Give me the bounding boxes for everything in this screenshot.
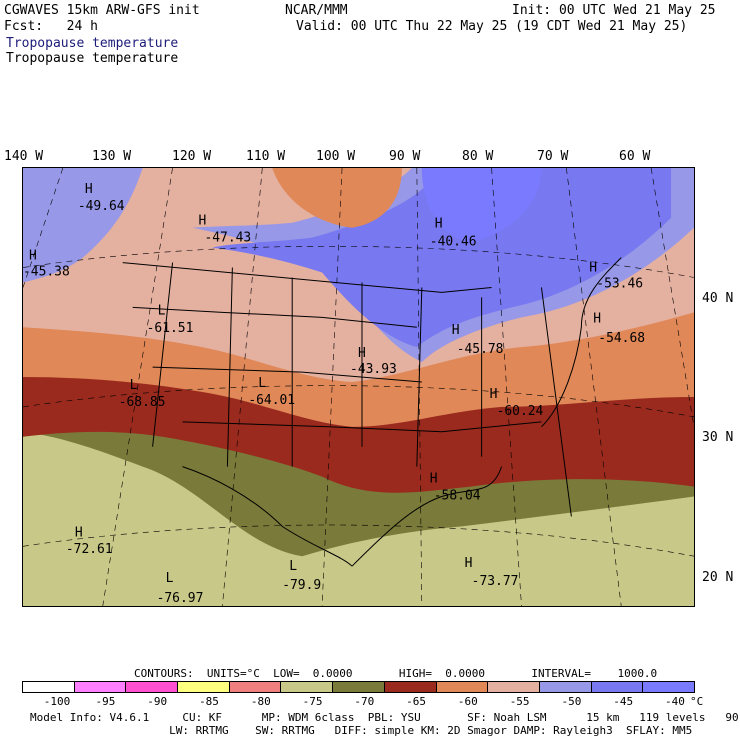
colorbar-tick-label: -65	[406, 695, 427, 708]
field-title: Tropopause temperature	[6, 51, 179, 66]
colorbar-swatch	[436, 682, 489, 692]
colorbar-tick-label: -55	[509, 695, 530, 708]
lon-label: 110 W	[246, 149, 286, 164]
center-letter: L	[166, 571, 174, 586]
temperature-map: H -49.64 H -47.43 H -45.38 H -40.46 H -5…	[22, 167, 695, 607]
colorbar-tick-label: -70	[354, 695, 375, 708]
colorbar-tick-label: -95	[95, 695, 116, 708]
center-value: -49.64	[78, 199, 125, 214]
colorbar-swatch	[643, 682, 694, 692]
center-letter: L	[258, 376, 266, 391]
center-value: -53.46	[596, 276, 643, 291]
center-value: -45.78	[457, 342, 504, 357]
colorbar-swatch	[333, 682, 385, 692]
lat-label: 40 N	[702, 291, 734, 306]
band-warm-patch	[272, 168, 402, 228]
center-value: -68.85	[119, 395, 166, 410]
center-letter: H	[490, 387, 498, 402]
lat-label: 30 N	[702, 430, 734, 445]
center-letter: H	[198, 214, 206, 229]
center-letter: H	[593, 311, 601, 326]
colorbar-swatch	[74, 682, 127, 692]
colorbar-swatch	[126, 682, 179, 692]
center-value: -73.77	[472, 574, 519, 589]
lon-label: 130 W	[92, 149, 132, 164]
center-letter: H	[85, 182, 93, 197]
colorbar-swatch	[591, 682, 644, 692]
lat-label: 20 N	[702, 570, 734, 585]
center-value: -64.01	[248, 393, 295, 408]
agency-label: NCAR/MMM	[285, 3, 348, 18]
center-letter: H	[430, 472, 438, 487]
boundaries	[122, 257, 622, 567]
colorbar-tick-label: -80	[250, 695, 271, 708]
center-value: -76.97	[157, 591, 204, 606]
center-letter: L	[130, 378, 138, 393]
band-neg45-neg40	[421, 168, 542, 243]
center-value: -43.93	[350, 362, 397, 377]
center-value: -54.68	[598, 331, 645, 346]
center-value: -58.04	[434, 488, 481, 503]
colorbar-swatch	[281, 682, 334, 692]
center-value: -45.38	[23, 265, 70, 280]
colorbar-tick-label: -60	[457, 695, 478, 708]
lon-label: 100 W	[316, 149, 356, 164]
colorbar-unit: °C	[690, 695, 704, 708]
center-value: -79.9	[282, 578, 321, 593]
lon-label: 80 W	[462, 149, 494, 164]
lon-label: 90 W	[389, 149, 421, 164]
colorbar	[22, 681, 695, 693]
center-value: -72.61	[66, 542, 113, 557]
colorbar-tick-label: -40	[665, 695, 685, 708]
colorbar-tick-label: -100	[43, 695, 71, 708]
colorbar-tick-label: -75	[302, 695, 323, 708]
field-title-colored: Tropopause temperature	[6, 36, 179, 51]
center-letter: H	[452, 323, 460, 338]
colorbar-tick-label: -85	[199, 695, 219, 708]
valid-time: Valid: 00 UTC Thu 22 May 25 (19 CDT Wed …	[296, 19, 688, 34]
colorbar-tick-label: -45	[613, 695, 634, 708]
init-time: Init: 00 UTC Wed 21 May 25	[512, 3, 716, 18]
colorbar-swatch	[178, 682, 230, 692]
forecast-hour: Fcst: 24 h	[4, 19, 98, 34]
center-letter-value: -47.43	[204, 231, 251, 246]
center-letter: L	[158, 303, 166, 318]
band-neg50-neg45	[212, 168, 672, 348]
model-title: CGWAVES 15km ARW-GFS init	[4, 3, 200, 18]
lon-label: 120 W	[172, 149, 212, 164]
lon-label: 60 W	[619, 149, 651, 164]
center-letter: H	[465, 556, 473, 571]
model-info-line2: LW: RRTMG SW: RRTMG DIFF: simple KM: 2D …	[30, 724, 693, 737]
center-value: -60.24	[497, 404, 544, 419]
band-neg55-neg50-west	[23, 168, 143, 283]
lon-label: 140 W	[4, 149, 44, 164]
center-letter: H	[435, 217, 443, 232]
center-value: -40.46	[430, 235, 477, 250]
center-letter: H	[358, 346, 366, 361]
colorbar-swatch	[539, 682, 592, 692]
center-letter: H	[75, 525, 83, 540]
colorbar-swatch	[488, 682, 540, 692]
model-info-line1: Model Info: V4.6.1 CU: KF MP: WDM 6class…	[30, 711, 740, 724]
colorbar-tick-label: -50	[561, 695, 582, 708]
colorbar-swatch	[229, 682, 282, 692]
center-value: -61.51	[147, 321, 194, 336]
center-letter: H	[589, 261, 597, 276]
center-letter: H	[29, 249, 37, 264]
center-letter: L	[289, 559, 297, 574]
contours-info: CONTOURS: UNITS=°C LOW= 0.0000 HIGH= 0.0…	[134, 667, 658, 680]
lat-lon-grid	[23, 168, 694, 606]
colorbar-swatch	[384, 682, 437, 692]
lon-label: 70 W	[537, 149, 569, 164]
colorbar-tick-label: -90	[147, 695, 168, 708]
colorbar-swatch	[23, 682, 75, 692]
